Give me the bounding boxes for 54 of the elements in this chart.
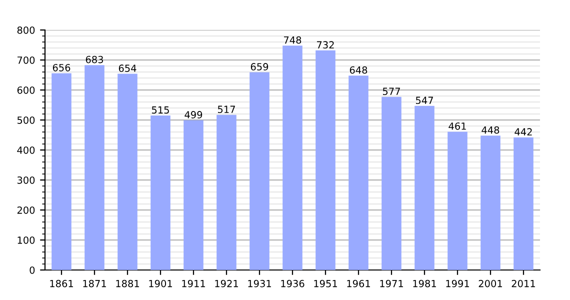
data-label: 547 — [416, 96, 433, 104]
x-tick-label: 1961 — [347, 280, 370, 288]
data-label: 732 — [317, 41, 334, 49]
x-tick-label: 1871 — [83, 280, 106, 288]
bar — [150, 116, 170, 270]
bar — [348, 76, 368, 270]
x-tick-label: 1931 — [248, 280, 271, 288]
y-tick-label: 800 — [17, 26, 35, 34]
x-tick-label: 1881 — [116, 280, 139, 288]
x-tick-label: 1951 — [314, 280, 337, 288]
data-label: 577 — [382, 88, 400, 96]
y-tick-label: 400 — [17, 146, 35, 154]
bar — [184, 120, 204, 270]
bar — [216, 114, 236, 270]
data-label: 442 — [514, 128, 532, 136]
x-tick-label: 1921 — [215, 280, 238, 288]
x-tick-label: 2001 — [478, 280, 502, 288]
data-label: 659 — [250, 63, 268, 70]
data-label: 654 — [118, 64, 136, 72]
x-tick-label: 1991 — [446, 280, 469, 288]
data-label: 461 — [448, 122, 466, 130]
x-tick-label: 1911 — [182, 280, 205, 288]
x-tick-label: 2011 — [512, 280, 535, 288]
bar — [282, 46, 302, 270]
data-label: 683 — [86, 56, 103, 64]
x-tick-label: 1901 — [149, 280, 172, 288]
y-tick-label: 200 — [17, 206, 35, 214]
y-tick-label: 0 — [30, 266, 35, 274]
data-label: 517 — [218, 106, 235, 114]
bar — [316, 50, 336, 270]
bar — [118, 74, 138, 270]
y-tick-label: 500 — [17, 116, 35, 124]
data-label: 648 — [350, 66, 368, 74]
bar — [250, 72, 270, 270]
bar — [84, 65, 104, 270]
bar — [480, 136, 500, 270]
bar — [448, 132, 468, 270]
bar — [382, 96, 402, 270]
x-tick-label: 1861 — [50, 280, 73, 288]
data-label: 499 — [184, 111, 202, 118]
data-label: 515 — [152, 106, 169, 114]
y-tick-label: 700 — [18, 56, 35, 64]
bar — [514, 137, 534, 270]
data-label: 656 — [52, 64, 70, 72]
y-tick-label: 100 — [18, 236, 35, 244]
bar — [414, 106, 434, 270]
y-tick-label: 600 — [17, 86, 35, 94]
x-tick-label: 1971 — [380, 280, 403, 288]
x-tick-label: 1981 — [413, 280, 436, 288]
y-tick-label: 300 — [17, 176, 35, 184]
bar — [52, 73, 72, 270]
data-label: 748 — [284, 36, 302, 44]
data-label: 448 — [482, 126, 500, 134]
x-tick-label: 1936 — [281, 280, 304, 288]
